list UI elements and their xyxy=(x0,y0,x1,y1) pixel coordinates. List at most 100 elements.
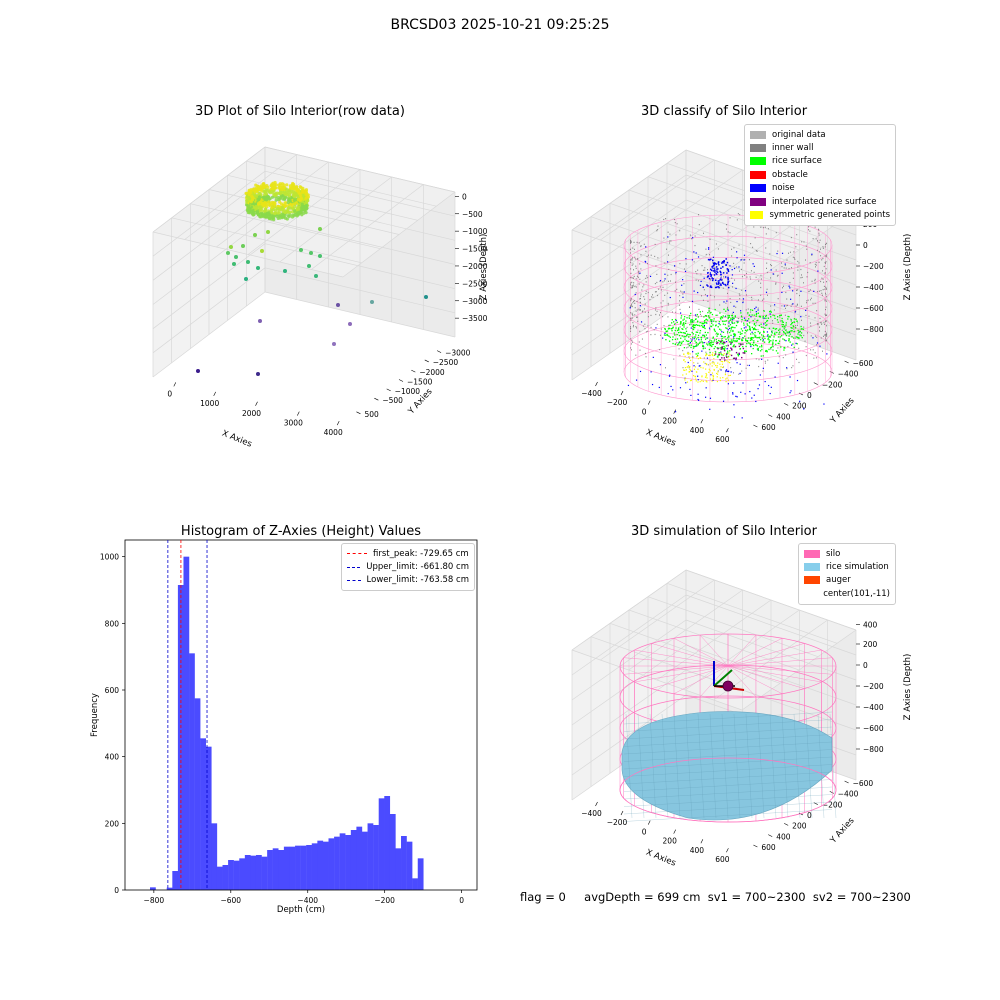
classify-noise-point xyxy=(703,324,705,327)
classify-interpolated-point xyxy=(725,356,728,358)
classify-noise-point xyxy=(714,279,717,281)
classify-rice-point xyxy=(703,320,706,322)
classify-wall-point xyxy=(817,323,819,326)
classify-wall-point xyxy=(652,296,654,298)
histogram-x-tick-label: −800 xyxy=(144,896,165,905)
classify-wall-point xyxy=(783,285,784,287)
classify-wall-point xyxy=(735,320,737,322)
classify-noise-point xyxy=(710,275,712,277)
classify-symmetric-point xyxy=(720,360,722,363)
classify-wall-point xyxy=(824,330,826,333)
sim-y-tick-label: −600 xyxy=(853,779,874,788)
classify-noise-point xyxy=(720,283,722,285)
classify-noise-point xyxy=(717,261,720,263)
classify-wall-point xyxy=(660,289,662,291)
classify-rice-point xyxy=(669,336,671,338)
classify-wall-point xyxy=(632,285,634,287)
classify-wall-point xyxy=(752,246,754,248)
classify-rice-point xyxy=(763,310,765,312)
classify-noise-point xyxy=(708,277,711,280)
classify-wall-point xyxy=(778,356,780,358)
classify-wall-point xyxy=(635,310,637,312)
classify-wall-point xyxy=(818,241,820,244)
classify-noise-point xyxy=(705,387,707,389)
histogram-bar xyxy=(311,843,318,890)
raw-point xyxy=(266,194,270,198)
classify-wall-point xyxy=(825,334,827,336)
classify-wall-point xyxy=(821,277,823,279)
classify-wall-point xyxy=(790,320,792,322)
classify-noise-point xyxy=(627,384,630,387)
classify-symmetric-point xyxy=(705,368,707,370)
classify-noise-point xyxy=(706,284,708,286)
classify-noise-point xyxy=(727,383,730,385)
classify-rice-point xyxy=(780,335,783,337)
classify-wall-point xyxy=(643,284,645,286)
classify-rice-point xyxy=(794,327,797,329)
classify-wall-point xyxy=(787,345,789,348)
classify-wall-point xyxy=(825,286,827,288)
classify-symmetric-point xyxy=(729,359,731,361)
classify-noise-point xyxy=(770,269,772,271)
classify-noise-point xyxy=(679,312,682,314)
classify-rice-point xyxy=(694,324,696,327)
sim-y-tick xyxy=(753,844,758,848)
classify-rice-point xyxy=(783,347,785,349)
classify-noise-point xyxy=(682,279,684,281)
classify-rice-point xyxy=(747,337,750,339)
classify-noise-point xyxy=(753,394,755,396)
classify-wall-point xyxy=(814,263,816,265)
classify-wall-point xyxy=(679,295,681,297)
raw-grid-line xyxy=(152,291,266,378)
classify-noise-point xyxy=(757,388,759,390)
sim-silo-line xyxy=(727,638,783,667)
classify-rice-point xyxy=(765,350,767,352)
classify-rice-point xyxy=(696,345,698,347)
classify-wall-point xyxy=(630,327,632,329)
classify-noise-point xyxy=(713,264,715,267)
classify-noise-point xyxy=(777,362,779,364)
classify-wall-point xyxy=(798,262,800,264)
classify-noise-point xyxy=(640,321,643,323)
classify-wall-point xyxy=(775,282,777,284)
histogram-bar xyxy=(172,871,179,890)
classify-x-tick-label: 400 xyxy=(690,426,705,435)
legend-entry: obstacle xyxy=(750,168,890,181)
classify-rice-point xyxy=(697,337,699,339)
classify-wall-point xyxy=(674,221,676,224)
classify-symmetric-point xyxy=(727,356,729,358)
classify-rice-point xyxy=(712,336,715,338)
classify-rice-point xyxy=(772,314,774,316)
classify-wall-point xyxy=(754,237,756,239)
classify-symmetric-point xyxy=(706,377,708,379)
classify-rice-point xyxy=(724,315,727,317)
classify-wall-point xyxy=(815,264,817,266)
classify-wall-point xyxy=(815,266,816,268)
classify-noise-point xyxy=(683,291,685,293)
classify-symmetric-point xyxy=(685,369,687,371)
classify-wall-point xyxy=(825,256,827,258)
classify-rice-point xyxy=(792,337,795,339)
classify-wall-point xyxy=(648,311,650,313)
classify-noise-point xyxy=(750,316,752,318)
classify-wall-point xyxy=(634,300,636,302)
classify-rice-point xyxy=(679,344,682,346)
classify-symmetric-point xyxy=(701,380,703,382)
classify-symmetric-point xyxy=(702,380,704,382)
classify-wall-point xyxy=(645,277,647,279)
sim-silo-line xyxy=(634,649,729,667)
sim-silo-line xyxy=(727,657,833,667)
classify-wall-point xyxy=(786,368,788,370)
classify-rice-point xyxy=(714,308,716,311)
classify-wall-point xyxy=(773,273,775,275)
classify-symmetric-point xyxy=(699,357,701,359)
classify-rice-point xyxy=(787,315,789,318)
histogram-bar xyxy=(317,840,324,890)
sim-rice-mesh xyxy=(623,779,833,792)
classify-wall-point xyxy=(631,257,633,259)
classify-rice-point xyxy=(737,331,740,333)
classify-wall-point xyxy=(738,293,740,295)
classify-wall-point xyxy=(764,362,766,364)
raw-point xyxy=(260,208,264,213)
classify-wall-point xyxy=(675,273,677,275)
